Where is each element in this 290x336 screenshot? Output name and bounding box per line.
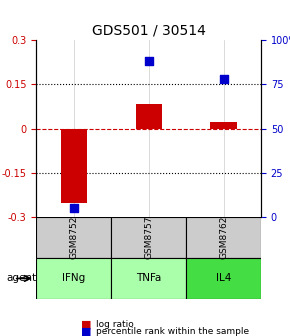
Text: log ratio: log ratio: [96, 320, 133, 329]
Text: percentile rank within the sample: percentile rank within the sample: [96, 328, 249, 336]
FancyBboxPatch shape: [111, 217, 186, 258]
Bar: [135, 104, 162, 128]
Text: GSM8762: GSM8762: [219, 216, 228, 259]
Bar: [211, 122, 237, 128]
FancyBboxPatch shape: [186, 258, 261, 299]
FancyBboxPatch shape: [186, 217, 261, 258]
Text: GSM8757: GSM8757: [144, 216, 153, 259]
FancyBboxPatch shape: [36, 258, 111, 299]
Text: TNFa: TNFa: [136, 274, 161, 284]
Text: IFNg: IFNg: [62, 274, 85, 284]
Text: GSM8752: GSM8752: [69, 216, 78, 259]
Text: ■: ■: [81, 319, 92, 329]
FancyBboxPatch shape: [36, 217, 111, 258]
Point: [221, 77, 226, 82]
Text: ■: ■: [81, 327, 92, 336]
Text: IL4: IL4: [216, 274, 231, 284]
FancyBboxPatch shape: [111, 258, 186, 299]
Point: [146, 59, 151, 64]
Title: GDS501 / 30514: GDS501 / 30514: [92, 24, 206, 38]
Bar: [61, 128, 87, 204]
Point: [71, 205, 76, 211]
Text: agent: agent: [6, 274, 36, 284]
